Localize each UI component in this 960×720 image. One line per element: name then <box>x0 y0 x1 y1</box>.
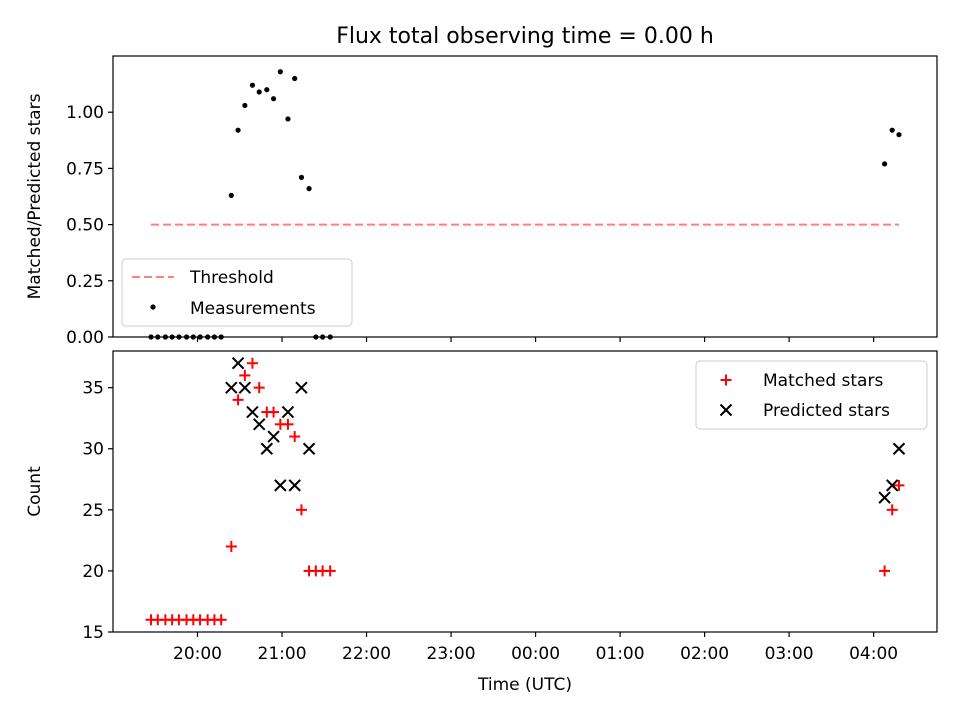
legend-threshold-label: Threshold <box>189 268 274 288</box>
x-tick-label: 03:00 <box>765 644 814 664</box>
y-tick-label: 15 <box>82 623 104 643</box>
matched-stars-point <box>225 540 237 552</box>
x-tick-label: 20:00 <box>173 644 222 664</box>
x-tick-label: 01:00 <box>596 644 645 664</box>
measurement-point <box>235 127 241 133</box>
matched-stars-point <box>893 479 905 491</box>
matched-stars-point <box>253 382 265 394</box>
legend-measurements-swatch <box>150 304 156 310</box>
predicted-stars-point <box>878 491 891 504</box>
matched-stars-point <box>886 504 898 516</box>
x-tick-label: 02:00 <box>680 644 729 664</box>
legend: Matched stars Predicted stars <box>695 360 928 430</box>
predicted-marker-b <box>295 381 308 394</box>
predicted-stars-point <box>295 381 308 394</box>
x-tick-label: 22:00 <box>342 644 391 664</box>
predicted-marker-b <box>238 381 252 394</box>
predicted-stars-point <box>886 479 899 492</box>
plot-frame <box>112 55 938 338</box>
legend-measurements-label: Measurements <box>190 299 316 319</box>
predicted-stars-point <box>281 405 295 419</box>
matched-stars-point <box>295 504 307 516</box>
matched-stars-point <box>289 431 301 443</box>
y-tick-label: 0.25 <box>66 272 104 292</box>
predicted-marker-b <box>274 479 287 492</box>
y-tick-label: 0.75 <box>66 159 104 179</box>
predicted-marker-b <box>281 405 295 419</box>
x-tick-label: 00:00 <box>511 644 560 664</box>
predicted-stars-point <box>260 442 274 455</box>
predicted-stars-point <box>302 442 316 455</box>
measurement-point <box>306 186 312 192</box>
matched-stars-point <box>879 565 891 577</box>
predicted-marker-b <box>267 430 280 443</box>
legend-box <box>695 360 928 430</box>
y-tick-label: 20 <box>82 562 104 582</box>
x-tick-label: 04:00 <box>849 644 898 664</box>
measurement-point <box>889 127 895 133</box>
y-tick-label: 30 <box>82 440 104 460</box>
predicted-stars-point <box>231 357 245 370</box>
measurement-point <box>270 96 277 102</box>
measurement-point <box>882 161 888 167</box>
matched-stars-point <box>239 369 251 381</box>
measurement-point <box>228 192 234 198</box>
predicted-marker-b <box>892 442 906 455</box>
predicted-stars-point <box>274 479 287 492</box>
predicted-marker-b <box>886 479 899 492</box>
x-tick-label: 21:00 <box>258 644 307 664</box>
measurement-point <box>285 116 291 122</box>
y-tick-label: 0.00 <box>66 328 104 348</box>
x-axis-label: Time (UTC) <box>477 675 572 695</box>
predicted-marker-b <box>231 357 245 370</box>
predicted-stars-point <box>246 405 259 419</box>
measurement-point <box>896 132 902 138</box>
legend-box <box>121 258 353 327</box>
predicted-stars-point <box>253 418 266 431</box>
matched-stars-point <box>232 394 244 406</box>
predicted-marker-b <box>302 442 316 455</box>
y-tick-label: 0.50 <box>66 216 104 236</box>
legend-predicted-swatch-b <box>719 403 733 417</box>
matched-stars-point <box>215 614 227 626</box>
legend-predicted-label: Predicted stars <box>763 401 890 421</box>
measurement-point <box>249 82 256 88</box>
plot-frame <box>112 350 938 633</box>
measurement-point <box>298 174 305 180</box>
predicted-marker-b <box>260 442 274 455</box>
y-tick-label: 35 <box>82 379 104 399</box>
y-axis-label: Count <box>25 466 45 517</box>
chart-title: Flux total observing time = 0.00 h <box>336 24 714 49</box>
x-tick-label: 23:00 <box>427 644 476 664</box>
predicted-marker-b <box>878 491 891 504</box>
predicted-marker-b <box>253 418 266 431</box>
predicted-stars-point <box>225 381 238 394</box>
measurement-point <box>256 89 262 95</box>
matched-stars-point <box>324 565 336 577</box>
predicted-stars-point <box>238 381 252 394</box>
matched-stars-point <box>282 418 294 430</box>
legend-matched-label: Matched stars <box>763 371 883 391</box>
measurement-point <box>264 87 270 93</box>
bottom-plot-panel: 15 20 25 30 35 20:00 21:00 22:00 23:00 00:00 01:00… <box>25 350 938 695</box>
top-plot-panel: 0.00 0.25 0.50 0.75 1.00 Matched/Predicted st… <box>25 55 938 348</box>
legend: Threshold Measurements <box>121 258 353 327</box>
matched-stars-point <box>246 357 258 369</box>
matched-stars-point <box>268 406 280 418</box>
measurement-point <box>277 69 283 75</box>
measurement-point <box>292 75 298 82</box>
predicted-stars-point <box>267 430 280 443</box>
predicted-marker-b <box>288 479 301 492</box>
y-axis-label: Matched/Predicted stars <box>25 93 45 299</box>
y-tick-label: 1.00 <box>66 103 104 123</box>
measurement-point <box>242 102 248 109</box>
predicted-stars-point <box>288 479 301 492</box>
predicted-marker-b <box>246 405 259 419</box>
y-tick-label: 25 <box>82 501 104 521</box>
predicted-marker-b <box>225 381 238 394</box>
predicted-stars-point <box>892 442 906 455</box>
